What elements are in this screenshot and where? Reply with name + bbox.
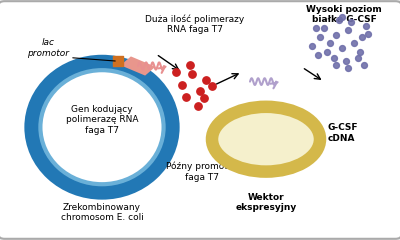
- Point: [363, 24, 369, 28]
- Point: [365, 32, 371, 36]
- Point: [309, 44, 315, 48]
- Point: [179, 83, 185, 87]
- Point: [331, 56, 337, 60]
- Point: [355, 56, 361, 60]
- Point: [201, 96, 207, 100]
- Point: [197, 89, 203, 93]
- Point: [189, 72, 195, 76]
- Text: Zrekombinowany
chromosom E. coli: Zrekombinowany chromosom E. coli: [60, 203, 144, 222]
- Point: [195, 104, 201, 108]
- Point: [187, 63, 193, 67]
- Point: [361, 63, 367, 67]
- Text: Wektor
ekspresyjny: Wektor ekspresyjny: [235, 193, 297, 212]
- Text: Późny promotor
faga T7: Późny promotor faga T7: [166, 162, 238, 181]
- Point: [333, 33, 339, 37]
- Point: [203, 78, 209, 82]
- Point: [315, 53, 321, 57]
- Text: Duża ilość polimerazy
RNA faga T7: Duża ilość polimerazy RNA faga T7: [145, 14, 244, 34]
- Ellipse shape: [32, 62, 172, 192]
- Point: [115, 59, 121, 63]
- Point: [345, 66, 351, 70]
- Point: [327, 41, 333, 45]
- Point: [339, 46, 345, 50]
- Point: [339, 15, 345, 19]
- Point: [324, 50, 330, 54]
- Point: [336, 18, 342, 22]
- Point: [351, 41, 357, 45]
- Point: [333, 63, 339, 67]
- Point: [321, 26, 327, 30]
- Point: [345, 28, 351, 32]
- Point: [183, 95, 189, 99]
- Text: G-CSF
cDNA: G-CSF cDNA: [328, 124, 358, 143]
- Point: [357, 50, 363, 54]
- Point: [313, 26, 319, 30]
- Point: [173, 70, 179, 74]
- Point: [209, 84, 215, 88]
- Text: Wysoki poziom
białka G-CSF: Wysoki poziom białka G-CSF: [306, 5, 382, 24]
- Text: Gen kodujący
polimerazę RNA
faga T7: Gen kodujący polimerazę RNA faga T7: [66, 105, 138, 135]
- Text: lac
promotor: lac promotor: [27, 38, 69, 58]
- Point: [359, 35, 365, 39]
- Point: [348, 20, 354, 24]
- Polygon shape: [120, 56, 156, 76]
- Point: [317, 35, 323, 39]
- Ellipse shape: [212, 107, 320, 172]
- Point: [343, 59, 349, 63]
